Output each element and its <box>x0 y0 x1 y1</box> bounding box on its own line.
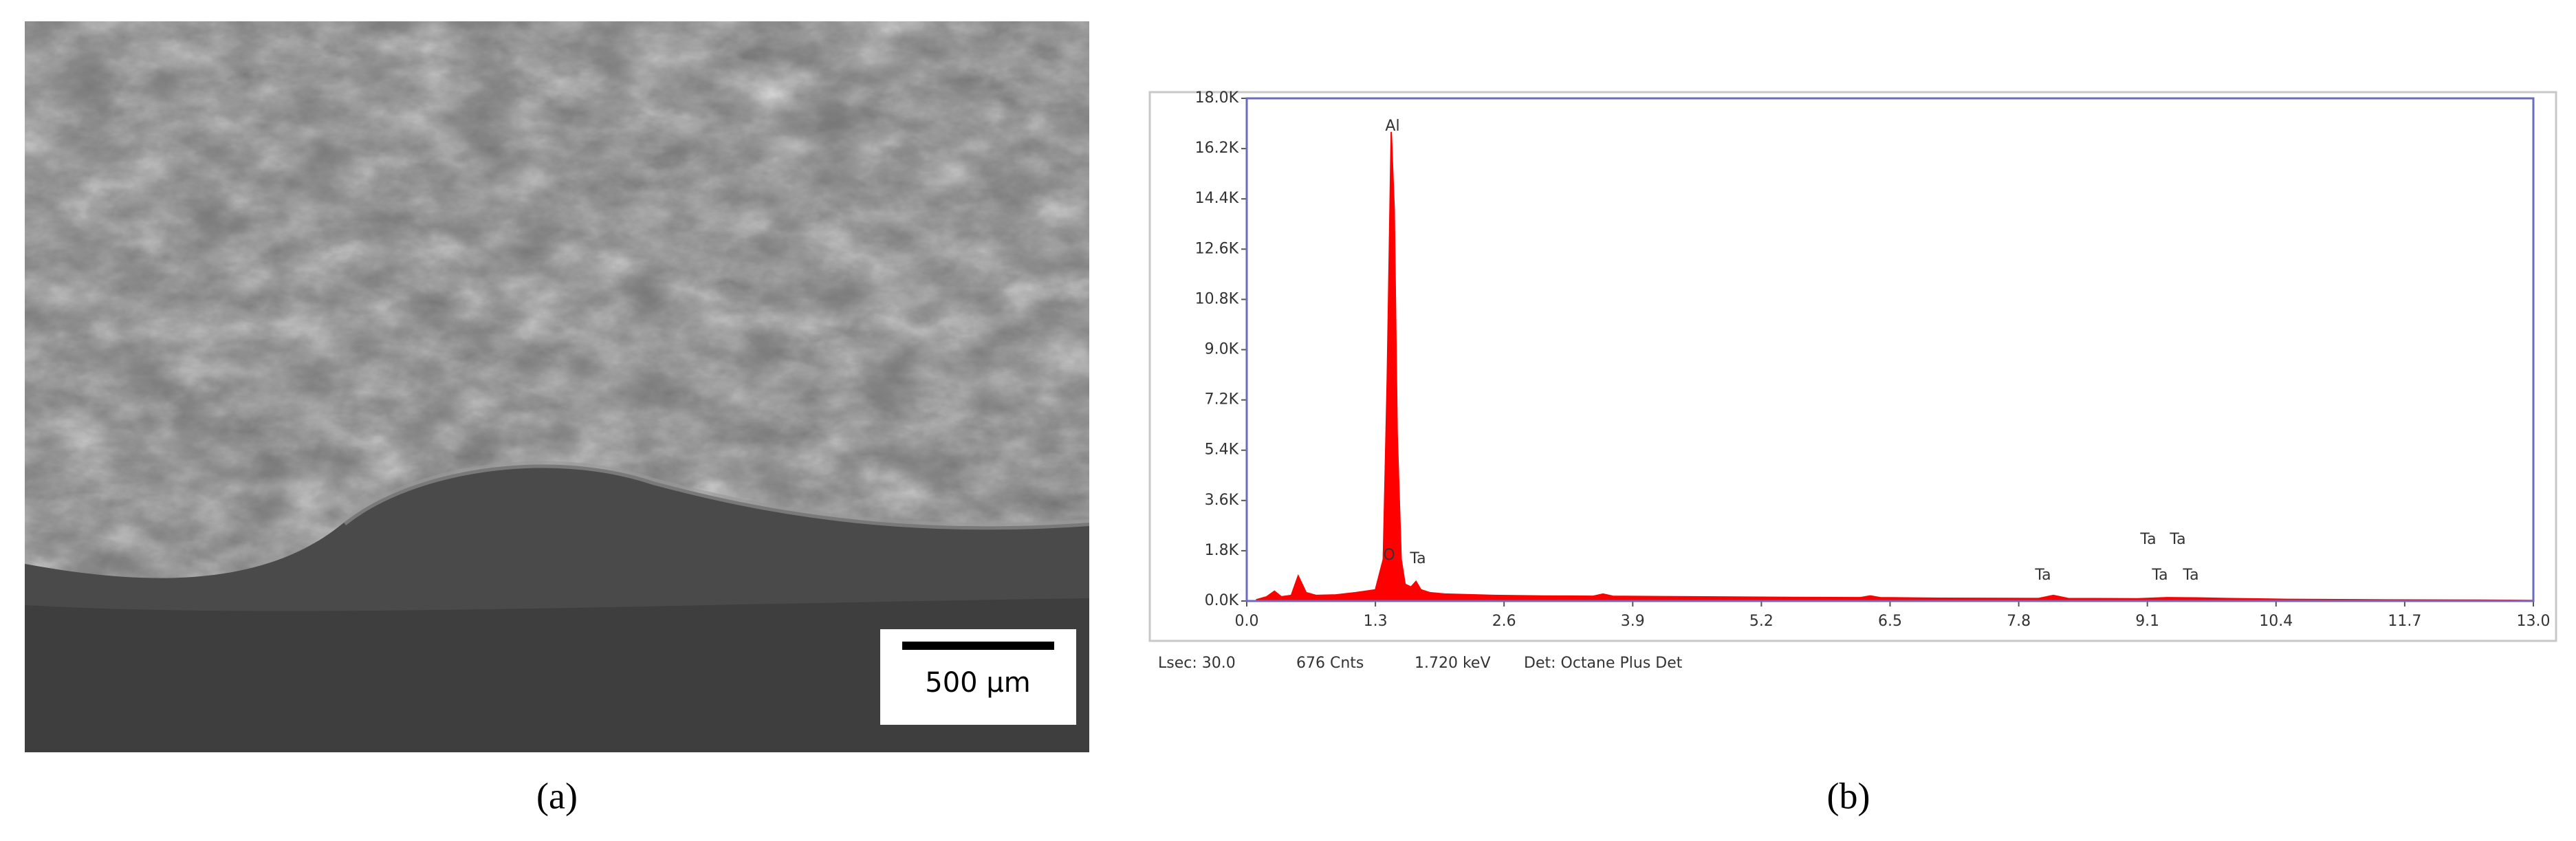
peak-label: Ta <box>2182 567 2198 584</box>
y-tick-label: 7.2K <box>1205 391 1239 408</box>
peak-label: Ta <box>2151 567 2168 584</box>
peak-label: Ta <box>2139 531 2156 548</box>
x-tick-label: 10.4 <box>2259 613 2293 630</box>
y-tick-label: 12.6K <box>1195 240 1239 257</box>
peak-label: Ta <box>2034 567 2051 584</box>
y-tick-label: 1.8K <box>1205 542 1239 559</box>
peak-label: Ta <box>1409 550 1426 567</box>
x-tick-label: 7.8 <box>2007 613 2031 630</box>
y-tick-label: 10.8K <box>1195 290 1239 307</box>
y-tick-label: 16.2K <box>1195 140 1239 157</box>
plot-border <box>1245 97 2535 602</box>
y-tick-label: 14.4K <box>1195 190 1239 207</box>
status-text: 1.720 keV <box>1415 655 1491 672</box>
x-tick-label: 1.3 <box>1364 613 1388 630</box>
y-tick-label: 18.0K <box>1195 89 1239 107</box>
y-tick-label: 0.0K <box>1205 592 1239 609</box>
sem-image <box>25 21 1089 752</box>
caption: (b) <box>1827 775 1870 816</box>
x-tick-label: 2.6 <box>1492 613 1516 630</box>
x-tick-label: 5.2 <box>1749 613 1773 630</box>
spectrum-area <box>1256 131 2534 602</box>
x-tick-label: 6.5 <box>1878 613 1902 630</box>
scale-bar <box>902 642 1054 650</box>
status-text: Det: Octane Plus Det <box>1524 655 1683 672</box>
y-tick-label: 5.4K <box>1205 441 1239 459</box>
peak-label: O <box>1383 547 1395 564</box>
peak-label: Ta <box>2169 531 2185 548</box>
status-text: Lsec: 30.0 <box>1158 655 1236 672</box>
peak-label: Al <box>1385 118 1399 135</box>
x-tick-label: 0.0 <box>1235 613 1259 630</box>
scale-bar-label: 500 μm <box>925 667 1030 699</box>
x-tick-label: 9.1 <box>2135 613 2159 630</box>
x-tick-label: 11.7 <box>2388 613 2421 630</box>
caption: (a) <box>536 775 578 816</box>
x-tick-label: 3.9 <box>1621 613 1645 630</box>
y-tick-label: 3.6K <box>1205 492 1239 509</box>
chart-frame <box>1148 91 2557 642</box>
y-tick-label: 9.0K <box>1205 341 1239 358</box>
status-text: 676 Cnts <box>1296 655 1364 672</box>
x-tick-label: 13.0 <box>2517 613 2551 630</box>
